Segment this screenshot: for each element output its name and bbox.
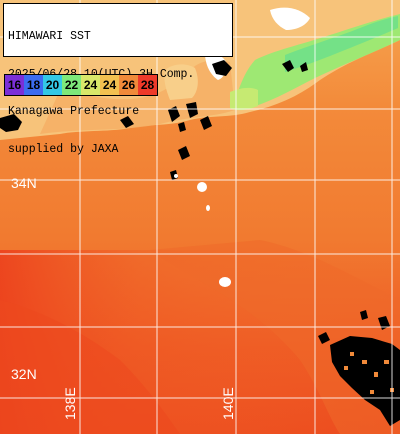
legend-cell-4: 24 [81,75,100,95]
longitude-label-140e: 140E [220,387,236,420]
legend-cell-5: 24 [100,75,119,95]
islands [174,174,231,287]
info-credit: supplied by JAXA [8,142,119,156]
legend-cell-2: 20 [43,75,62,95]
latitude-label-32n: 32N [11,366,37,382]
info-box: HIMAWARI SST 2025/06/28 10(UTC) 3H Comp.… [3,3,233,155]
sst-color-legend: 16 18 20 22 24 24 26 28 [4,74,158,96]
legend-cell-6: 26 [119,75,138,95]
cloud-mask-north [0,60,308,180]
info-region: Kanagawa Prefecture [8,105,140,118]
legend-cell-1: 18 [24,75,43,95]
legend-cell-0: 16 [5,75,24,95]
longitude-label-138e: 138E [62,387,78,420]
info-title: HIMAWARI SST [8,30,91,43]
latitude-label-34n: 34N [11,175,37,191]
legend-cell-7: 28 [138,75,157,95]
legend-cell-3: 22 [62,75,81,95]
